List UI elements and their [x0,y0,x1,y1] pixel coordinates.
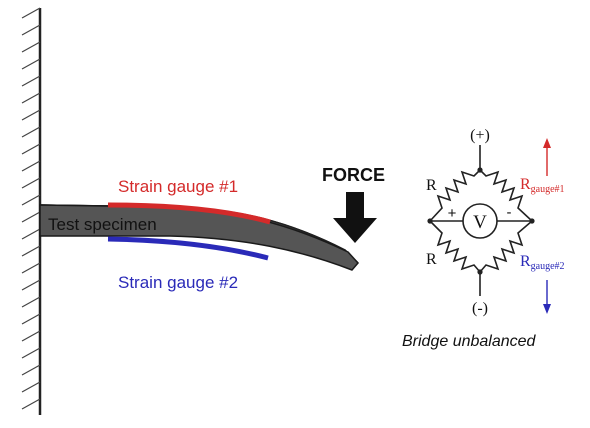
wheatstone-bridge [429,145,533,296]
strain-gauge-1 [107,202,271,225]
resistor-gauge-2 [479,220,533,273]
resistor-bottom-left [429,220,481,273]
resistor-top-left-label: R [426,177,437,194]
resistor-bottom-left-label: R [426,251,437,268]
voltmeter-letter: V [473,212,487,233]
bridge-nodes [427,167,535,275]
voltmeter-symbol [462,203,498,239]
supply-plus-label: (+) [470,127,490,144]
strain-gauge-1-label: Strain gauge #1 [118,177,238,196]
force-label: FORCE [322,165,385,185]
specimen-label: Test specimen [48,215,157,234]
voltmeter-minus: - [507,204,512,221]
rgauge1-subscript: gauge#1 [531,184,565,195]
bridge-status-caption: Bridge unbalanced [402,333,537,350]
rgauge2-decrease-arrow [543,280,551,314]
strain-gauge-2 [107,236,269,261]
rgauge2-subscript: gauge#2 [531,261,565,272]
rgauge1-label: Rgauge#1 [520,176,565,195]
supply-minus-label: (-) [472,300,488,317]
fixed-wall [21,7,42,415]
rgauge1-increase-arrow [543,138,551,176]
force-arrow [333,192,377,243]
rgauge2-label: Rgauge#2 [520,253,565,272]
resistor-gauge-1 [479,169,533,222]
strain-gauge-2-label: Strain gauge #2 [118,273,238,292]
voltmeter-plus: + [448,205,457,222]
resistor-top-left [429,169,481,222]
